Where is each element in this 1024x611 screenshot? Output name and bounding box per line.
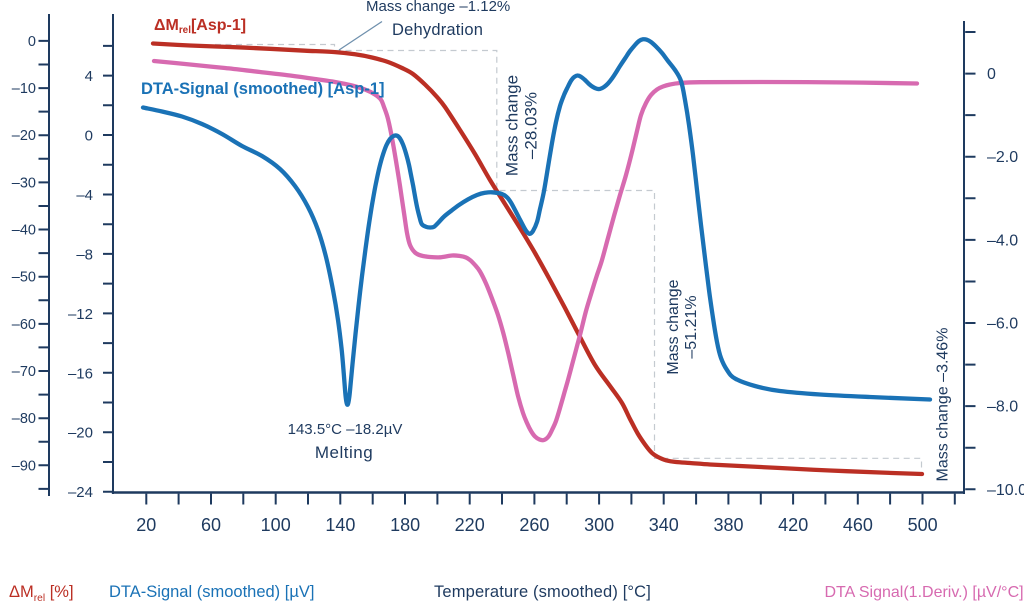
svg-text:–30: –30 [12,175,36,191]
svg-text:380: 380 [713,515,743,535]
svg-text:–50: –50 [12,270,36,286]
svg-text:–90: –90 [12,458,36,474]
svg-text:–4: –4 [76,187,93,204]
svg-text:20: 20 [136,515,156,535]
svg-text:–2.0: –2.0 [987,149,1018,166]
svg-text:4: 4 [85,68,93,85]
svg-text:0: 0 [85,128,93,145]
svg-text:–70: –70 [12,364,36,380]
svg-text:–6.0: –6.0 [987,316,1018,333]
svg-text:–80: –80 [12,411,36,427]
svg-text:–4.0: –4.0 [987,232,1018,249]
svg-text:140: 140 [325,515,355,535]
svg-text:–24: –24 [68,484,93,501]
svg-text:180: 180 [390,515,420,535]
svg-text:340: 340 [649,515,679,535]
svg-text:300: 300 [584,515,614,535]
svg-text:–60: –60 [12,317,36,333]
svg-text:–8.0: –8.0 [987,399,1018,416]
svg-text:60: 60 [201,515,221,535]
svg-text:260: 260 [519,515,549,535]
svg-text:–16: –16 [68,365,93,382]
svg-text:220: 220 [455,515,485,535]
svg-text:0: 0 [28,34,36,50]
svg-text:–12: –12 [68,306,93,323]
svg-text:–20: –20 [12,128,36,144]
svg-text:500: 500 [908,515,938,535]
svg-text:460: 460 [843,515,873,535]
svg-text:–8: –8 [76,246,93,263]
svg-text:0: 0 [987,66,996,83]
svg-text:–40: –40 [12,223,36,239]
svg-text:–10.0: –10.0 [987,482,1024,499]
svg-text:420: 420 [778,515,808,535]
svg-text:–10: –10 [12,81,36,97]
svg-text:–20: –20 [68,425,93,442]
svg-text:100: 100 [261,515,291,535]
